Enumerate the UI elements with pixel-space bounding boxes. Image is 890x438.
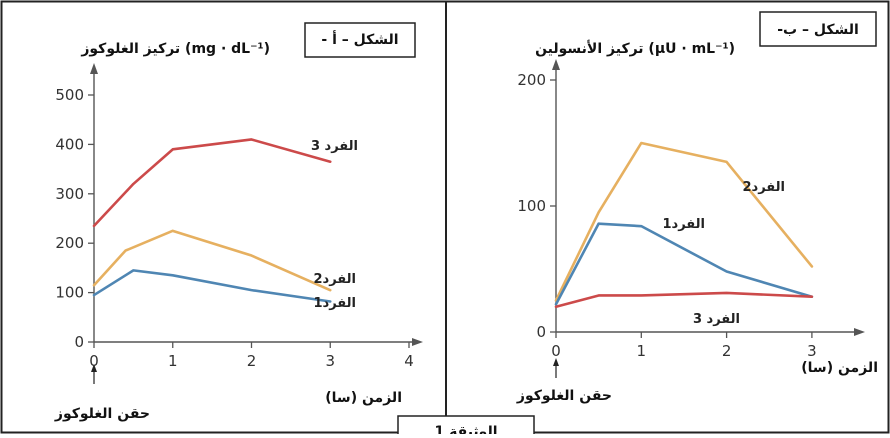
panel-b-ticks: 0 1 2 3 0 100 200 bbox=[517, 71, 816, 360]
panel-a-x-arrow bbox=[412, 338, 423, 346]
panel-b-y-tick-label: 100 bbox=[517, 197, 546, 215]
panel-a-series: الفرد 3 الفرد2 الفرد1 bbox=[92, 138, 358, 311]
panel-a-x-tick-label: 0 bbox=[89, 352, 99, 370]
panel-a-y-tick-label: 500 bbox=[55, 86, 84, 104]
panel-a-series-label-3: الفرد1 bbox=[314, 296, 357, 311]
panel-b-title: تركيز الأنسولين (µU · mL⁻¹) bbox=[535, 40, 735, 57]
panel-a-series-line-2 bbox=[92, 229, 332, 292]
panel-b-x-arrow bbox=[854, 328, 865, 336]
panel-a-y-tick-label: 100 bbox=[55, 284, 84, 302]
panel-a-x-tick-label: 4 bbox=[404, 352, 414, 370]
panel-a-ticks: 0 1 2 3 4 0 100 200 300 400 500 bbox=[55, 86, 413, 370]
panel-a-label: الشكل – أ - bbox=[321, 30, 398, 48]
footer-caption-box bbox=[397, 415, 535, 438]
panel-b-x-tick-label: 2 bbox=[722, 342, 732, 360]
panel-b-series: الفرد2 الفرد1 الفرد 3 bbox=[554, 141, 814, 327]
panel-b-x-tick-label: 1 bbox=[637, 342, 647, 360]
panel-b-injection-arrow bbox=[553, 358, 559, 366]
panel-a-y-tick-label: 0 bbox=[74, 333, 84, 351]
panel-a-xlabel: الزمن (سا) bbox=[325, 390, 402, 406]
panel-a-y-tick-label: 400 bbox=[55, 135, 84, 153]
panel-a-injection-arrow bbox=[91, 364, 97, 372]
panel-a-label-box bbox=[304, 22, 416, 58]
panel-b-x-tick-label: 3 bbox=[807, 342, 817, 360]
panel-b-y-tick-label: 0 bbox=[536, 323, 546, 341]
panel-b-series-label-2: الفرد1 bbox=[663, 217, 706, 232]
panel-a-y-arrow bbox=[90, 63, 98, 74]
panel-b-y-tick-label: 200 bbox=[517, 71, 546, 89]
panel-b-xlabel: الزمن (سا) bbox=[801, 360, 878, 376]
panel-a-x-tick-label: 1 bbox=[168, 352, 178, 370]
panel-b-series-line-1 bbox=[554, 141, 814, 302]
panel-b-y-arrow bbox=[552, 59, 560, 70]
panel-a-title: تركيز الغلوكوز (mg · dL⁻¹) bbox=[80, 41, 270, 57]
panel-a-y-tick-label: 200 bbox=[55, 234, 84, 252]
footer-caption: الوثيقة 1 bbox=[435, 424, 498, 434]
panel-a-series-line-1 bbox=[92, 138, 332, 228]
panel-a-x-tick-label: 3 bbox=[325, 352, 335, 370]
panel-b-series-line-2 bbox=[554, 222, 814, 306]
panel-b-label-box bbox=[759, 11, 877, 47]
panel-b-series-label-3: الفرد 3 bbox=[693, 312, 740, 327]
panel-a-y-tick-label: 300 bbox=[55, 185, 84, 203]
panel-b-injection-label: حقن الغلوكوز bbox=[516, 388, 612, 404]
panel-b-label: الشكل – ب- bbox=[777, 22, 859, 38]
panel-a-series-label-1: الفرد 3 bbox=[311, 139, 358, 154]
panel-b-x-tick-label: 0 bbox=[551, 342, 561, 360]
panel-b-series-label-1: الفرد2 bbox=[743, 180, 786, 195]
panel-a-x-tick-label: 2 bbox=[247, 352, 257, 370]
panel-a-injection-label: حقن الغلوكوز bbox=[54, 406, 150, 422]
panel-b-series-line-3 bbox=[554, 291, 814, 309]
panel-a-series-line-3 bbox=[92, 269, 332, 303]
panel-a-series-label-2: الفرد2 bbox=[314, 272, 357, 287]
